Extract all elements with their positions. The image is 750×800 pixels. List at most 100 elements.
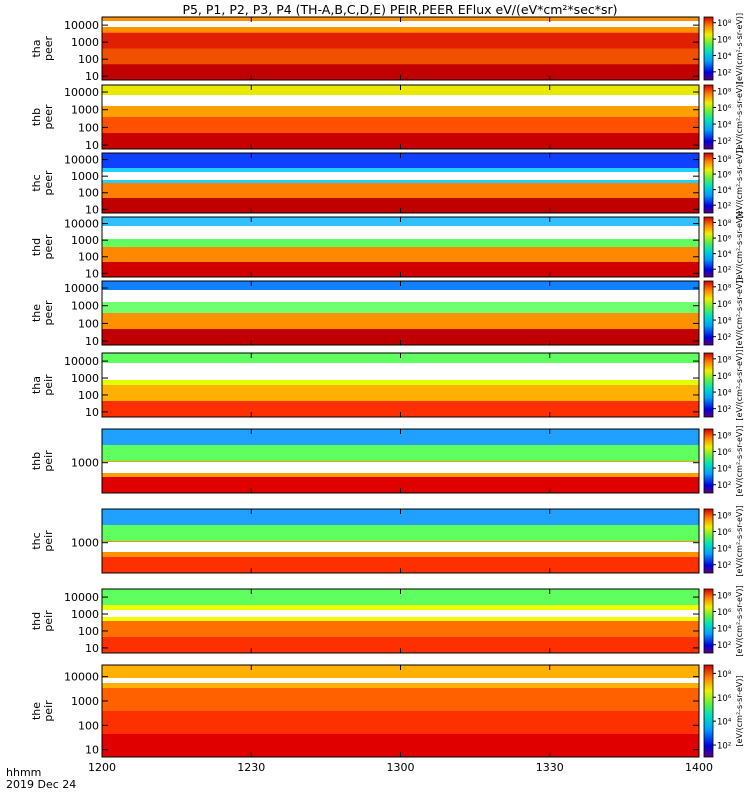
- colorbar-tick-label: 10⁸: [717, 87, 732, 97]
- data-gap-strip: [102, 363, 699, 380]
- y-tick-label: 1000: [71, 234, 99, 247]
- panel-label-species: peir: [42, 374, 55, 396]
- y-tick-label: 1000: [71, 372, 99, 385]
- colorbar-tick-label: 10⁴: [717, 389, 732, 399]
- colorbar-tick-label: 10²: [717, 641, 731, 651]
- x-axis-label-line1: hhmm: [6, 766, 41, 779]
- y-tick-label: 100: [78, 317, 99, 330]
- y-tick-label: 100: [78, 121, 99, 134]
- data-gap-strip: [102, 226, 699, 239]
- y-tick-label: 10000: [64, 355, 99, 368]
- y-tick-label: 100: [78, 625, 99, 638]
- colorbar: [703, 84, 714, 150]
- data-gap-strip: [102, 290, 699, 302]
- y-tick-label: 10000: [64, 154, 99, 167]
- colorbar-unit-label: [eV/(cm²-s-sr-eV)]: [735, 211, 744, 282]
- colorbar-tick-label: 10²: [717, 481, 731, 491]
- colorbar-tick-label: 10⁸: [717, 355, 732, 365]
- y-tick-label: 100: [78, 389, 99, 402]
- colorbar-unit-label: [eV/(cm²-s-sr-eV)]: [735, 675, 744, 746]
- colorbar: [703, 664, 714, 758]
- data-gap-strip: [102, 542, 699, 552]
- colorbar-unit-label: [eV/(cm²-s-sr-eV)]: [735, 585, 744, 656]
- panel-label-probe: the: [30, 702, 43, 720]
- colorbar-tick-label: 10²: [717, 202, 731, 212]
- spectrogram-band: [102, 385, 699, 402]
- colorbar-tick-label: 10²: [717, 68, 731, 78]
- colorbar-tick-label: 10⁸: [717, 591, 732, 601]
- panel-label-probe: tha: [30, 39, 43, 57]
- colorbar-tick-label: 10⁶: [717, 528, 732, 538]
- colorbar-tick-label: 10⁶: [717, 104, 732, 114]
- x-tick-label: 1230: [237, 761, 265, 774]
- panel-label-probe: thd: [30, 238, 43, 256]
- spectrogram-band: [102, 117, 699, 134]
- colorbar-tick-label: 10⁴: [717, 545, 732, 555]
- colorbar-tick-label: 10⁶: [717, 300, 732, 310]
- data-gap-strip: [102, 21, 699, 27]
- colorbar-tick-label: 10²: [717, 137, 731, 147]
- colorbar-tick-label: 10⁶: [717, 36, 732, 46]
- panel-label-probe: tha: [30, 376, 43, 394]
- panel-label-species: peir: [42, 450, 55, 472]
- colorbar: [703, 588, 714, 654]
- data-gap-strip: [102, 172, 699, 180]
- x-tick-label: 1400: [685, 761, 713, 774]
- colorbar: [703, 16, 714, 81]
- spectrogram-band: [102, 48, 699, 65]
- panel-label-probe: thc: [30, 174, 43, 191]
- colorbar-tick-label: 10²: [717, 333, 731, 343]
- colorbar-tick-label: 10²: [717, 561, 731, 571]
- y-tick-label: 100: [78, 719, 99, 732]
- panel-label-species: peer: [42, 170, 55, 196]
- colorbar-tick-label: 10⁴: [717, 625, 732, 635]
- colorbar-unit-label: [eV/(cm²-s-sr-eV)]: [735, 425, 744, 496]
- colorbar-tick-label: 10⁶: [717, 608, 732, 618]
- data-gap-strip: [102, 95, 699, 106]
- spectrogram-band: [102, 688, 699, 712]
- colorbar-tick-label: 10²: [717, 405, 731, 415]
- data-gap-strip: [102, 462, 699, 473]
- colorbar-tick-label: 10⁶: [717, 171, 732, 181]
- y-tick-label: 100: [78, 251, 99, 264]
- colorbar-tick-label: 10⁴: [717, 465, 732, 475]
- y-tick-label: 10: [85, 744, 99, 757]
- colorbar-unit-label: [eV/(cm²-s-sr-eV)]: [735, 277, 744, 348]
- colorbar-tick-label: 10⁶: [717, 372, 732, 382]
- colorbar-tick-label: 10⁸: [717, 283, 732, 293]
- spectrogram-band: [102, 525, 699, 542]
- colorbar-tick-label: 10⁸: [717, 511, 732, 521]
- colorbar-unit-label: [eV/(cm²-s-sr-eV)]: [735, 81, 744, 152]
- data-gap-strip: [102, 678, 699, 683]
- colorbar-unit-label: [eV/(cm²-s-sr-eV)]: [735, 349, 744, 420]
- panel-label-species: peer: [42, 300, 55, 326]
- panel-label-species: peer: [42, 36, 55, 62]
- panel-label-species: peir: [42, 610, 55, 632]
- colorbar: [703, 508, 714, 574]
- y-tick-label: 10: [85, 70, 99, 83]
- spectrogram-band: [102, 32, 699, 49]
- colorbar-tick-label: 10⁸: [717, 155, 732, 165]
- colorbar-tick-label: 10⁸: [717, 670, 732, 680]
- panel-label-species: peir: [42, 700, 55, 722]
- y-tick-label: 1000: [71, 457, 99, 470]
- colorbar-unit-label: [eV/(cm²-s-sr-eV)]: [735, 505, 744, 576]
- y-tick-label: 1000: [71, 608, 99, 621]
- y-tick-label: 10: [85, 335, 99, 348]
- spectrogram-band: [102, 445, 699, 462]
- spectrogram-band: [102, 183, 699, 199]
- colorbar: [703, 352, 714, 418]
- y-tick-label: 10: [85, 406, 99, 419]
- y-tick-label: 1000: [71, 36, 99, 49]
- y-tick-label: 1000: [71, 170, 99, 183]
- colorbar-tick-label: 10⁸: [717, 219, 732, 229]
- panel-label-species: peir: [42, 530, 55, 552]
- colorbar-tick-label: 10⁸: [717, 19, 732, 29]
- y-tick-label: 10000: [64, 86, 99, 99]
- colorbar-tick-label: 10⁶: [717, 694, 732, 704]
- panel-label-species: peer: [42, 104, 55, 130]
- y-tick-label: 100: [78, 187, 99, 200]
- colorbar-tick-label: 10⁴: [717, 186, 732, 196]
